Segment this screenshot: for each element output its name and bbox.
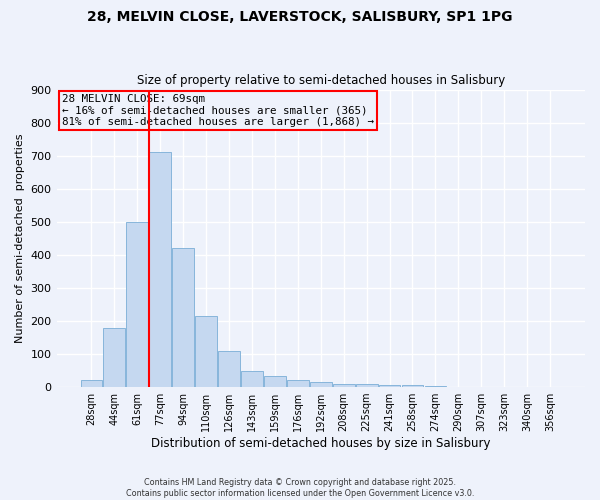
Y-axis label: Number of semi-detached  properties: Number of semi-detached properties [15, 134, 25, 343]
Text: Contains HM Land Registry data © Crown copyright and database right 2025.
Contai: Contains HM Land Registry data © Crown c… [126, 478, 474, 498]
Bar [127, 222, 148, 387]
Bar [103, 328, 125, 387]
Bar [425, 386, 446, 387]
Bar [218, 350, 240, 387]
Bar [149, 152, 171, 387]
Bar [379, 386, 400, 387]
Bar [401, 386, 424, 387]
Bar [241, 370, 263, 387]
Bar [195, 316, 217, 387]
Bar [80, 380, 103, 387]
Bar [264, 376, 286, 387]
Bar [172, 248, 194, 387]
X-axis label: Distribution of semi-detached houses by size in Salisbury: Distribution of semi-detached houses by … [151, 437, 491, 450]
Text: 28 MELVIN CLOSE: 69sqm
← 16% of semi-detached houses are smaller (365)
81% of se: 28 MELVIN CLOSE: 69sqm ← 16% of semi-det… [62, 94, 374, 127]
Bar [333, 384, 355, 387]
Text: 28, MELVIN CLOSE, LAVERSTOCK, SALISBURY, SP1 1PG: 28, MELVIN CLOSE, LAVERSTOCK, SALISBURY,… [87, 10, 513, 24]
Bar [287, 380, 309, 387]
Bar [310, 382, 332, 387]
Title: Size of property relative to semi-detached houses in Salisbury: Size of property relative to semi-detach… [137, 74, 505, 87]
Bar [356, 384, 377, 387]
